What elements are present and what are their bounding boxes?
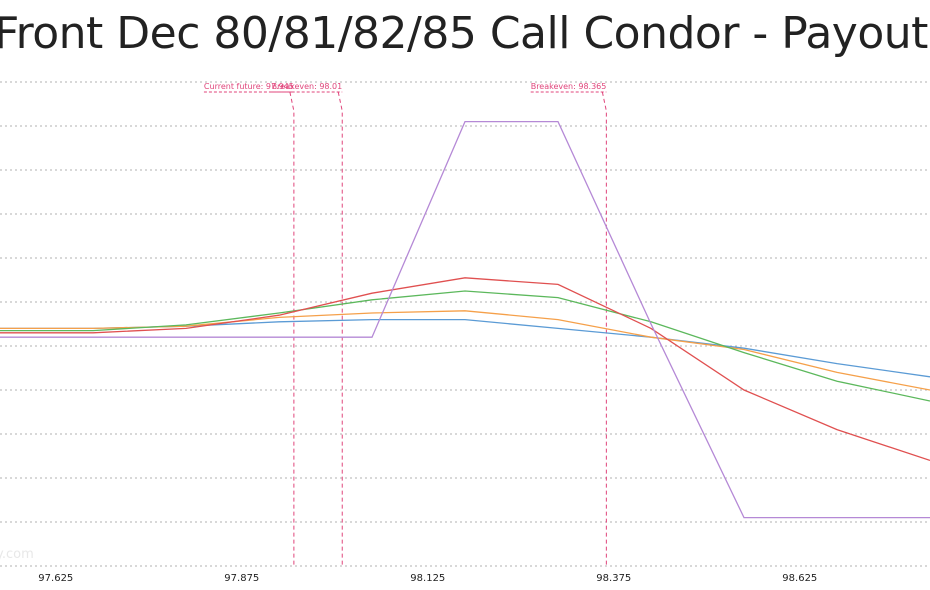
marker-line-2 [601,91,607,566]
series-line-2 [0,290,930,402]
series-line-4 [0,120,930,519]
x-tick-label: 97.625 [38,573,73,584]
marker-label-1: Breakeven: 98.01 [272,82,343,91]
x-tick-label: 98.125 [410,573,445,584]
watermark: y.com [0,547,34,562]
x-tick-label: 98.375 [596,573,631,584]
series-line-1 [0,310,930,391]
marker-label-2: Breakeven: 98.365 [531,82,607,91]
series-line-3 [0,277,930,462]
marker-line-1 [337,91,343,566]
x-tick-label: 97.875 [224,573,259,584]
x-tick-label: 98.625 [782,573,817,584]
marker-line-0 [289,91,295,566]
marker-label-0: Current future: 97.945 [204,82,294,91]
chart-title: Front Dec 80/81/82/85 Call Condor - Payo… [0,8,928,59]
